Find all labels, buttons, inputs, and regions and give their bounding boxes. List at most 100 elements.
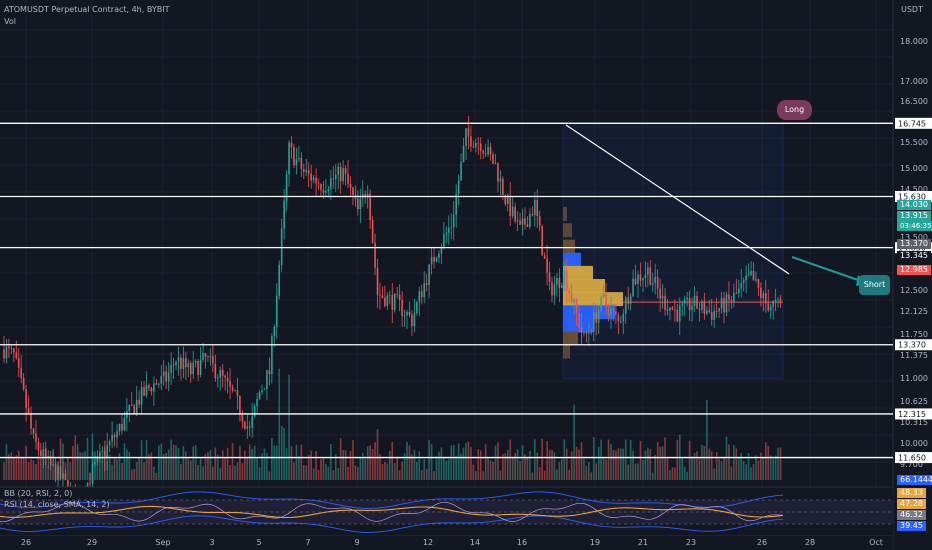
- price-flag-mid: 13.345: [897, 251, 931, 261]
- candle-body: [113, 435, 116, 438]
- bb-lower-line: [0, 515, 784, 533]
- candle-body: [556, 277, 558, 285]
- candle-body: [207, 356, 209, 358]
- volume-bar: [708, 448, 711, 480]
- candle-body: [35, 433, 37, 442]
- candle-body: [27, 408, 30, 414]
- candle-body: [688, 297, 691, 310]
- volume-bar: [27, 462, 30, 480]
- volume-bar: [718, 458, 720, 480]
- price-tick-label: 12.500: [900, 286, 928, 295]
- long-callout[interactable]: Long: [777, 100, 812, 120]
- candle-body: [180, 357, 182, 369]
- volume-bar: [435, 456, 438, 480]
- price-tick-label: 10.315: [900, 418, 928, 427]
- descending-trendline: [565, 124, 790, 275]
- volume-bar: [393, 463, 396, 480]
- candle-body: [160, 375, 163, 384]
- candle-body: [718, 308, 720, 312]
- candle-body: [197, 360, 199, 375]
- candle-body: [600, 296, 602, 311]
- candle-body: [691, 305, 693, 310]
- candle-body: [472, 146, 475, 148]
- candle-body: [656, 276, 659, 289]
- volume-bar: [22, 458, 25, 480]
- candle-body: [158, 383, 160, 385]
- volume-bar: [686, 472, 688, 480]
- volume-bar: [627, 464, 629, 480]
- candle-body: [280, 228, 283, 265]
- candle-body: [226, 377, 229, 382]
- volume-bar: [293, 462, 295, 480]
- volume-bar: [470, 446, 472, 480]
- volume-bar: [145, 439, 148, 480]
- time-tick-label: 23: [686, 538, 696, 547]
- volume-bar: [693, 453, 696, 480]
- candle-body: [116, 431, 118, 438]
- volume-bar: [575, 446, 578, 480]
- volume-bar: [578, 449, 580, 480]
- candle-body: [428, 264, 430, 286]
- volume-bar: [529, 451, 531, 480]
- volume-bar: [460, 453, 462, 480]
- volume-bar: [651, 472, 654, 480]
- short-callout[interactable]: Short: [859, 275, 890, 295]
- volume-bar: [312, 468, 315, 480]
- volume-bar: [64, 462, 67, 480]
- volume-bar: [244, 450, 246, 480]
- volume-bar: [231, 443, 234, 480]
- volume-bar: [755, 455, 757, 480]
- volume-bar: [715, 452, 718, 480]
- volume-bar: [779, 447, 782, 480]
- volume-bar: [615, 450, 617, 480]
- candle-body: [605, 293, 607, 305]
- candle-body: [231, 386, 234, 391]
- candle-body: [740, 282, 743, 289]
- volume-bar: [337, 468, 340, 480]
- volume-bar: [20, 457, 23, 480]
- candle-body: [617, 315, 620, 322]
- candle-body: [627, 297, 629, 304]
- volume-bar: [683, 466, 686, 480]
- volume-bar: [332, 470, 335, 480]
- volume-bar: [624, 439, 627, 480]
- volume-bar: [384, 461, 386, 480]
- candle-body: [720, 298, 723, 309]
- candle-body: [396, 293, 398, 295]
- volume-bar: [374, 442, 376, 480]
- volume-bar: [126, 449, 128, 480]
- price-tick-label: 18.000: [900, 37, 928, 46]
- volume-bar: [49, 456, 52, 480]
- bb-lower-flag: 39.45: [897, 521, 926, 531]
- candle-body: [470, 136, 472, 147]
- volume-bar: [160, 443, 163, 480]
- volume-bar: [757, 460, 760, 480]
- candle-body: [145, 385, 148, 396]
- volume-bar: [261, 453, 263, 480]
- candle-body: [543, 255, 546, 259]
- volume-bar: [521, 445, 524, 480]
- candle-body: [715, 310, 718, 312]
- volume-bar: [583, 458, 585, 480]
- volume-bar: [443, 458, 445, 480]
- candle-body: [489, 147, 492, 155]
- candle-body: [40, 450, 42, 456]
- volume-bar: [701, 444, 703, 480]
- volume-bar: [610, 444, 612, 480]
- volume-bar: [357, 466, 359, 480]
- volume-bar: [57, 461, 59, 480]
- candle-body: [268, 370, 271, 375]
- candle-body: [642, 278, 644, 281]
- candle-body: [317, 183, 320, 185]
- volume-bar: [600, 439, 602, 480]
- candle-body: [713, 310, 715, 320]
- volume-bar: [688, 440, 691, 480]
- volume-profile-bar: [563, 305, 615, 320]
- volume-bar: [595, 463, 598, 480]
- price-tick-label: 10.625: [900, 397, 928, 406]
- candle-body: [398, 294, 401, 300]
- candle-body: [32, 428, 35, 434]
- volume-bar: [271, 438, 273, 480]
- volume-bar: [538, 467, 541, 480]
